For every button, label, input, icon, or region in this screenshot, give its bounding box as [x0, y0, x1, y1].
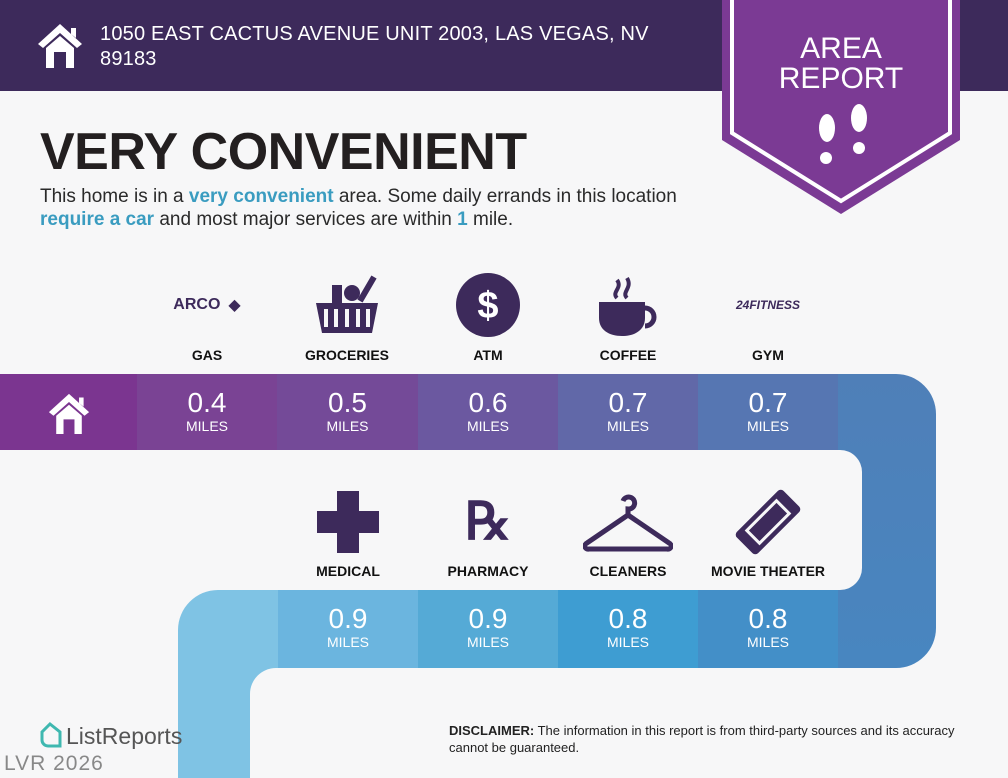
grocery-basket-icon	[277, 270, 417, 340]
home-cell	[0, 374, 137, 450]
house-icon	[38, 24, 82, 68]
distance-cleaners: 0.8 MILES	[558, 590, 698, 668]
distance-atm: 0.6 MILES	[418, 374, 558, 450]
distance-medical: 0.9 MILES	[278, 590, 418, 668]
label-cleaners: CLEANERS	[589, 563, 667, 579]
rx-icon: ℞	[464, 494, 512, 551]
label-groceries: GROCERIES	[304, 347, 389, 363]
label-movie-theater: MOVIE THEATER	[710, 563, 826, 579]
ticket-icon	[698, 487, 838, 557]
house-icon	[48, 393, 89, 434]
distance-pharmacy: 0.9 MILES	[418, 590, 558, 668]
label-coffee: COFFEE	[599, 347, 657, 363]
distance-movie-theater: 0.8 MILES	[698, 590, 838, 668]
disclaimer: DISCLAIMER: The information in this repo…	[449, 723, 955, 755]
medical-cross-icon	[278, 487, 418, 557]
label-gas: GAS	[191, 347, 223, 363]
hanger-icon	[558, 487, 698, 557]
listreports-logo: ListReports	[38, 722, 182, 750]
property-address: 1050 EAST CACTUS AVENUE UNIT 2003, LAS V…	[100, 23, 649, 70]
label-medical: MEDICAL	[316, 563, 380, 579]
badge-line2: REPORT	[779, 62, 903, 95]
listreports-icon	[40, 722, 62, 748]
middle-panel	[0, 450, 862, 590]
distance-gym: 0.7 MILES	[698, 374, 838, 450]
badge-line1: AREA	[800, 32, 882, 65]
area-report-badge: AREA REPORT	[722, 0, 960, 214]
coffee-cup-icon	[558, 270, 698, 340]
label-pharmacy: PHARMACY	[447, 563, 529, 579]
distance-coffee: 0.7 MILES	[558, 374, 698, 450]
label-atm: ATM	[473, 347, 503, 363]
watermark: LVR 2026	[4, 752, 104, 775]
dollar-icon: $	[418, 270, 558, 340]
page-title: VERY CONVENIENT	[40, 123, 527, 181]
arco-logo: ARCO ◆	[173, 296, 241, 314]
distance-gas: 0.4 MILES	[137, 374, 277, 450]
distance-groceries: 0.5 MILES	[277, 374, 418, 450]
label-gym: GYM	[752, 347, 784, 363]
footprints-icon	[819, 104, 867, 164]
bottom-panel	[250, 668, 1008, 778]
svg-text:$: $	[477, 285, 498, 327]
24-hour-fitness-logo: 24FITNESS	[735, 298, 801, 312]
description: This home is in a very convenient area. …	[40, 186, 677, 230]
